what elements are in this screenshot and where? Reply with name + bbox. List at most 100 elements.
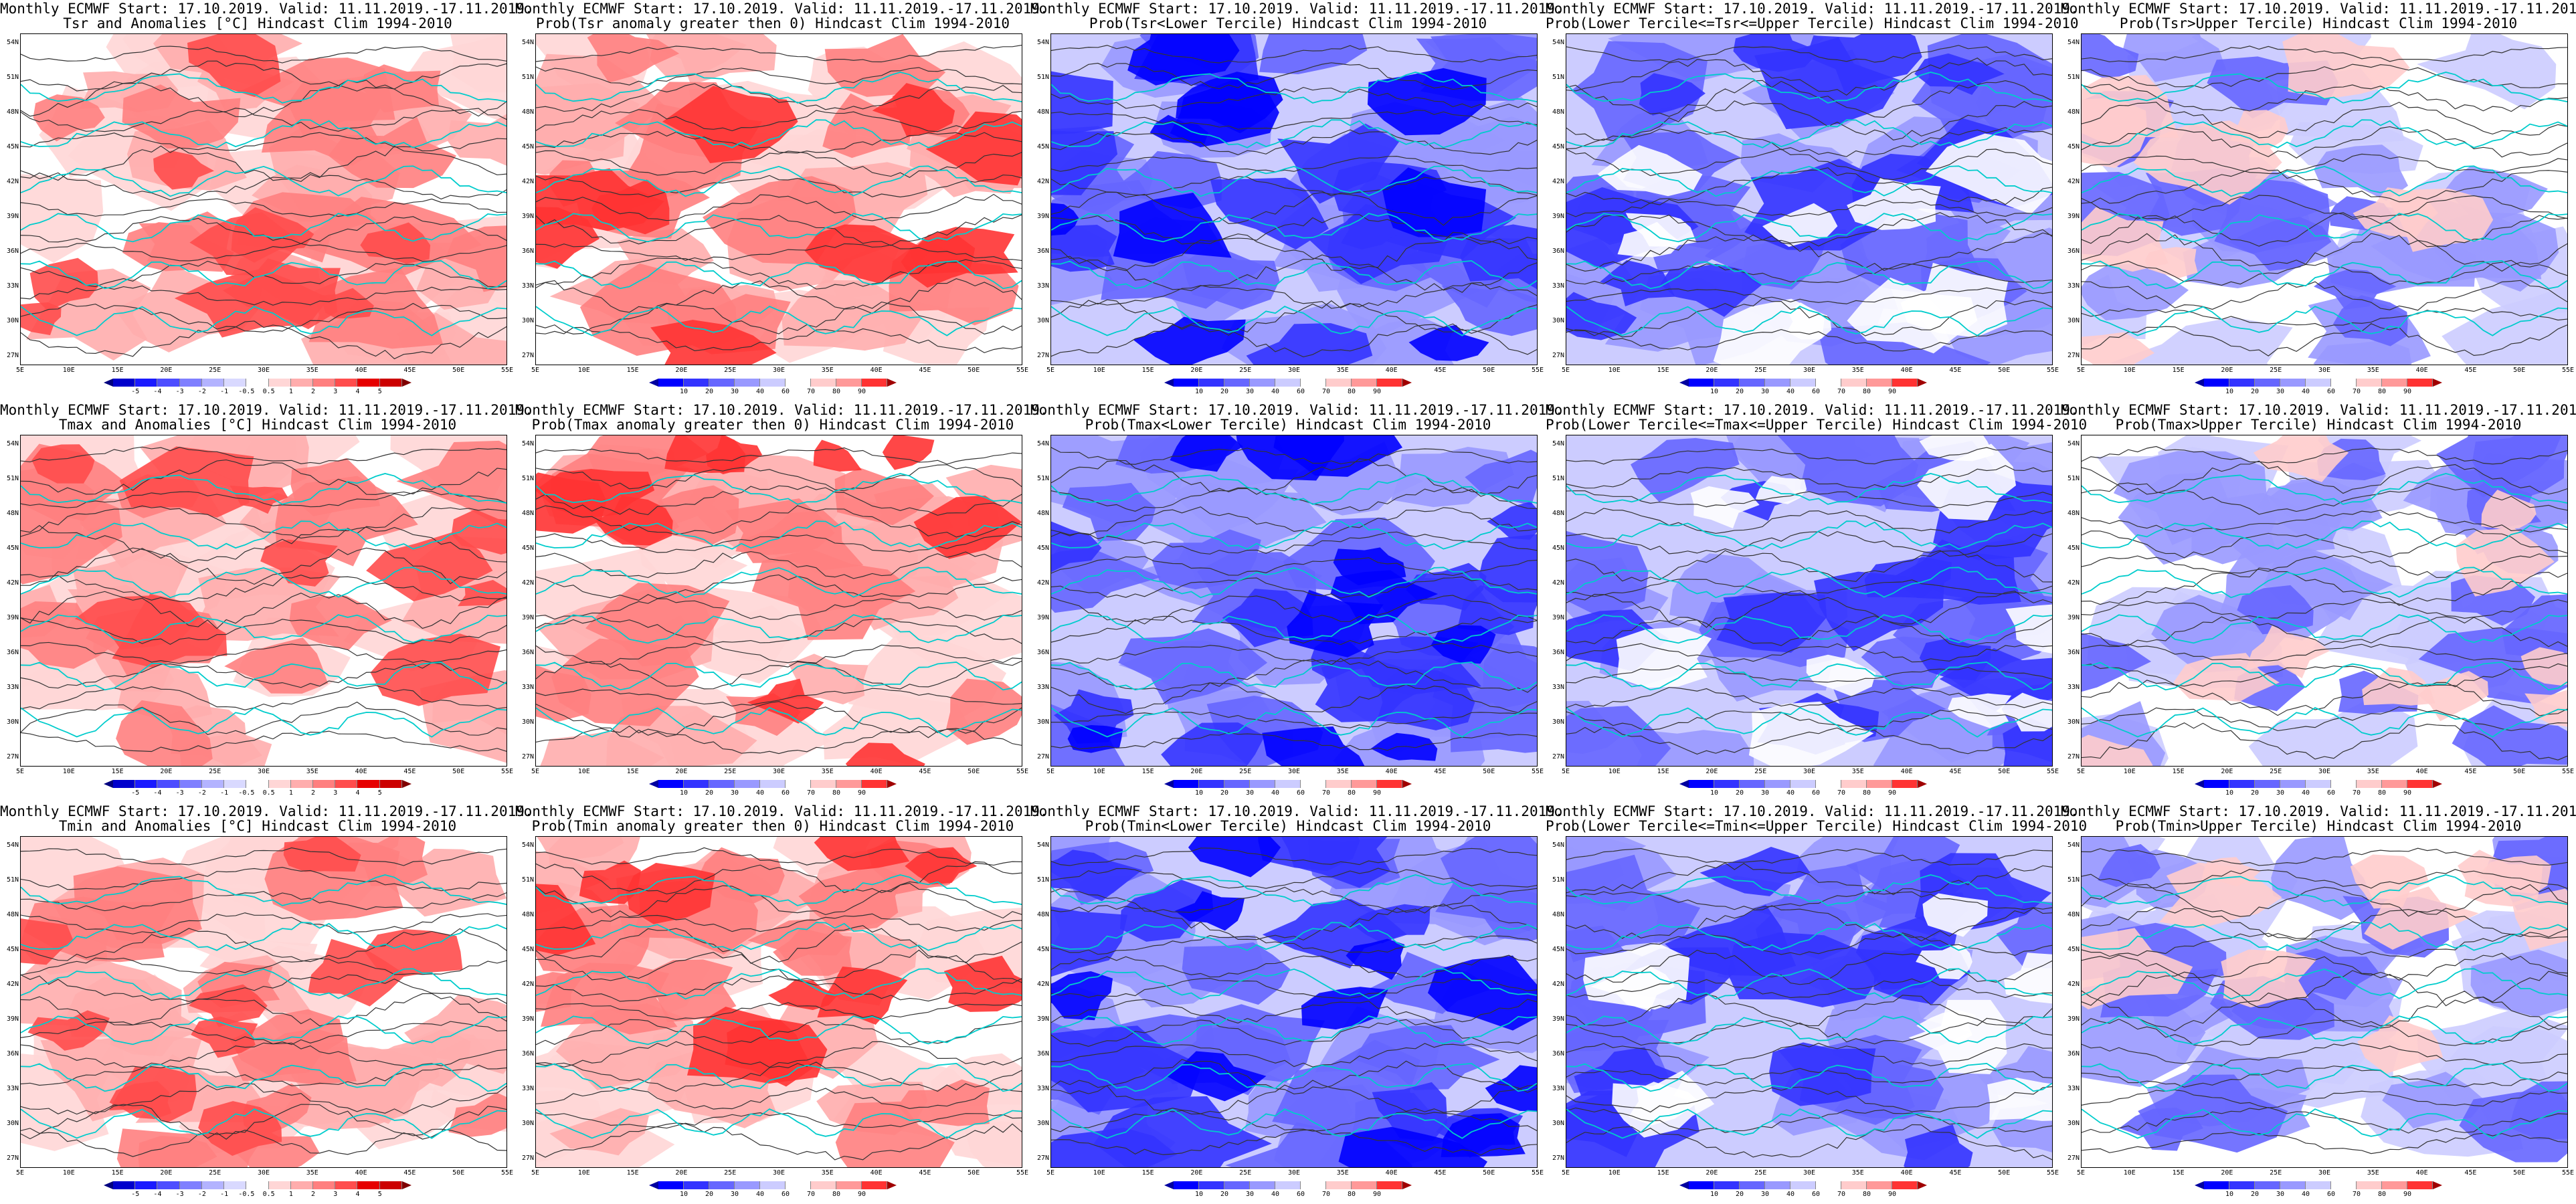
colorbar <box>104 780 411 788</box>
colorbar-ticks: 10 20 30 40 60 70 80 90 <box>1174 1191 1402 1199</box>
shaded-area <box>645 959 737 1023</box>
contour-line <box>1566 531 2052 557</box>
shaded-area <box>2246 625 2330 679</box>
latitude-label: 48N <box>6 911 19 918</box>
contour-line <box>2082 906 2567 939</box>
colorbar-tick-label: 90 <box>1372 1191 1382 1198</box>
colorbar <box>1679 780 1927 788</box>
contour-line <box>1566 726 2052 755</box>
colorbar-cell <box>1740 780 1765 788</box>
colorbar-cell <box>1250 1181 1275 1189</box>
shaded-area <box>786 654 868 705</box>
contour-line <box>1566 264 2052 285</box>
longitude-label: 55E <box>1531 768 1544 775</box>
contour-line <box>536 1062 1022 1092</box>
longitude-label: 45E <box>2464 367 2477 374</box>
latitude-label: 42N <box>6 579 19 587</box>
colorbar-max-triangle <box>401 1181 411 1189</box>
longitude-label: 25E <box>1754 1169 1767 1177</box>
shaded-area <box>2389 188 2494 252</box>
colorbar-cell <box>379 1181 402 1189</box>
coastline <box>536 968 1022 1000</box>
colorbar-tick-label: 30 <box>2276 1191 2285 1198</box>
latitude-label: 27N <box>6 1155 19 1162</box>
coastline <box>1566 1063 2052 1092</box>
map-area <box>1566 435 2053 767</box>
latitude-label: 36N <box>2067 649 2080 656</box>
contour-line <box>1051 732 1537 751</box>
latitude-label: 27N <box>521 1155 534 1162</box>
colorbar-tick-label: 0.5 <box>262 789 275 797</box>
latitude-label: 30N <box>521 317 534 324</box>
latitude-label: 54N <box>521 841 534 849</box>
coastline <box>536 922 1022 951</box>
latitude-label: 39N <box>2067 213 2080 220</box>
colorbar-ticks: 10 20 30 40 60 70 80 90 <box>1689 1191 1918 1199</box>
coastline <box>21 662 507 691</box>
contour-line <box>1051 1059 1537 1095</box>
shaded-area <box>2003 952 2052 1004</box>
colorbar-cell <box>1892 1181 1918 1189</box>
latitude-label: 30N <box>1036 317 1049 324</box>
latitude-label: 45N <box>2067 544 2080 552</box>
colorbar-tick-label: 10 <box>679 789 688 797</box>
latitude-label: 36N <box>1552 1050 1564 1058</box>
shaded-area <box>1597 144 1703 197</box>
panel-title-line2: Prob(Lower Tercile<=Tmax<=Upper Tercile)… <box>1546 417 2088 433</box>
panel-title-line2: Prob(Tsr>Upper Tercile) Hindcast Clim 19… <box>2119 15 2518 31</box>
colorbar-tick-label: -5 <box>131 789 140 797</box>
coastline <box>2082 260 2567 290</box>
colorbar-cell <box>1689 780 1714 788</box>
contour-line <box>1566 978 2052 999</box>
contour-line <box>1566 615 2052 648</box>
coastline <box>21 260 507 290</box>
contour-line <box>1566 993 2052 1027</box>
latitude-label: 51N <box>1036 74 1049 81</box>
shaded-area <box>1566 292 1637 340</box>
latitude-label: 45N <box>6 143 19 150</box>
shaded-area <box>1333 547 1406 586</box>
colorbar-tick-label: 90 <box>1888 388 1897 395</box>
contour-line <box>1051 934 1537 955</box>
shaded-area <box>283 837 361 872</box>
contour-line <box>536 301 1022 335</box>
coastline <box>1566 213 2052 243</box>
colorbar-tick-label: 30 <box>1245 789 1255 797</box>
contour-line <box>21 132 507 152</box>
colorbar-cell <box>113 1181 136 1189</box>
colorbar-tick-label: 70 <box>806 789 816 797</box>
latitude-label: 42N <box>2067 981 2080 988</box>
contour-line <box>21 285 507 306</box>
longitude-label: 5E <box>2076 768 2086 775</box>
longitude-label: 20E <box>2221 768 2233 775</box>
contour-line <box>536 975 1022 1002</box>
colorbar-tick-label: -3 <box>175 388 184 395</box>
contour-line <box>1051 110 1537 130</box>
coastline <box>1051 614 1537 644</box>
colorbar-tick-label: 30 <box>1760 1191 1770 1198</box>
longitude-label: 30E <box>2318 1169 2331 1177</box>
colorbar-cell <box>1714 379 1740 387</box>
colorbar <box>1164 379 1412 387</box>
latitude-label: 48N <box>1036 510 1049 517</box>
colorbar-tick-label: 60 <box>1811 789 1821 797</box>
panel-title-line2: Prob(Tmax>Upper Tercile) Hindcast Clim 1… <box>2115 417 2522 433</box>
latitude-label: 54N <box>1552 440 1564 447</box>
contour-line <box>2082 153 2567 175</box>
shaded-area <box>913 495 1022 559</box>
latitude-label: 45N <box>1552 544 1564 552</box>
contour-line <box>1051 254 1537 293</box>
longitude-label: 35E <box>306 768 318 775</box>
colorbar-cell <box>862 1181 887 1189</box>
shaded-area <box>1427 955 1537 1031</box>
colorbar-min-triangle <box>1679 1181 1689 1189</box>
longitude-label: 35E <box>306 367 318 374</box>
longitude-label: 10E <box>1608 768 1621 775</box>
coastline <box>536 1063 1022 1092</box>
latitude-label: 51N <box>1552 475 1564 482</box>
shaded-area <box>2221 949 2317 1008</box>
colorbar-cell <box>290 379 313 387</box>
contour-line <box>536 574 1022 601</box>
contour-line <box>1051 176 1537 197</box>
longitude-label: 15E <box>1141 1169 1154 1177</box>
